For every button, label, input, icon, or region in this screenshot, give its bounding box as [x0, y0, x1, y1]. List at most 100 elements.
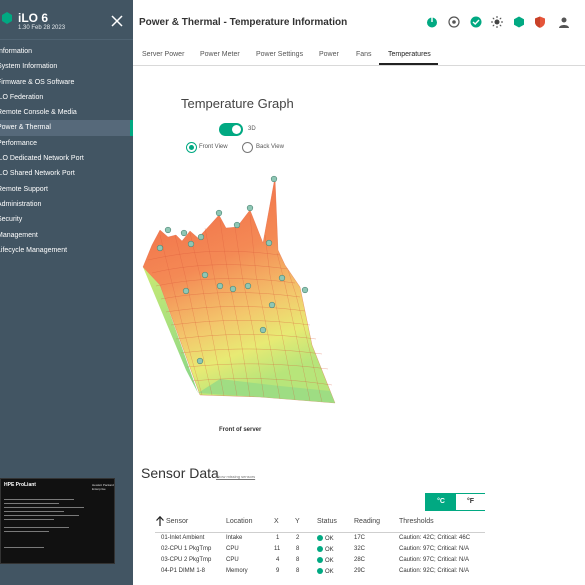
sensor-marker[interactable]: [278, 274, 286, 282]
sensor-marker[interactable]: [182, 287, 190, 295]
column-header-location[interactable]: Location: [226, 518, 253, 525]
sensor-marker[interactable]: [233, 221, 241, 229]
thumbnail-text-line: [4, 515, 79, 516]
sensor-marker[interactable]: [229, 285, 237, 293]
sensor-marker[interactable]: [201, 271, 209, 279]
sidebar-item-administration[interactable]: Administration: [0, 197, 133, 212]
sensor-marker[interactable]: [196, 357, 204, 365]
front-view-label: Front View: [199, 144, 228, 150]
sidebar-item-power-thermal[interactable]: Power & Thermal: [0, 120, 133, 136]
sidebar-item-label: Remote Console & Media: [0, 109, 77, 117]
target-icon[interactable]: [448, 16, 460, 28]
sensor-marker[interactable]: [216, 282, 224, 290]
sensor-marker[interactable]: [215, 209, 223, 217]
sensor-marker[interactable]: [156, 244, 164, 252]
surface-side-wall: [143, 267, 198, 393]
page-title: Power & Thermal - Temperature Informatio…: [139, 17, 348, 28]
status-ok-icon: [317, 535, 323, 541]
column-header-y[interactable]: Y: [295, 518, 300, 525]
cell-thresholds: Caution: 92C; Critical: N/A: [399, 568, 470, 574]
sensor-marker[interactable]: [301, 286, 309, 294]
sidebar-item-label: iLO Dedicated Network Port: [0, 155, 84, 163]
sensor-marker[interactable]: [197, 233, 205, 241]
sidebar-item-performance[interactable]: Performance: [0, 136, 133, 151]
sidebar-item-lifecycle[interactable]: Lifecycle Management: [0, 243, 133, 258]
cell-location: CPU: [226, 546, 239, 552]
sensor-marker[interactable]: [164, 226, 172, 234]
sidebar-item-firmware[interactable]: Firmware & OS Software: [0, 75, 133, 90]
sensor-marker[interactable]: [187, 240, 195, 248]
table-row[interactable]: 04-P1 DIMM 1-8 Memory 9 8 OK 29C Caution…: [155, 568, 485, 579]
sensor-markers: [156, 175, 309, 365]
remote-console-thumbnail[interactable]: HPE ProLiant Hewlett Packard Enterprise: [0, 478, 115, 564]
table-row[interactable]: 01-Inlet Ambient Intake 1 2 OK 17C Cauti…: [155, 535, 485, 546]
sidebar-item-label: System Information: [0, 63, 58, 71]
sidebar-item-federation[interactable]: iLO Federation: [0, 90, 133, 105]
status-ok-icon: [317, 557, 323, 563]
sidebar-item-information[interactable]: Information: [0, 44, 133, 59]
celsius-button[interactable]: °C: [426, 494, 456, 510]
tab-power-meter[interactable]: Power Meter: [200, 51, 240, 58]
sensor-marker[interactable]: [265, 239, 273, 247]
cell-x: 9: [276, 568, 280, 574]
sidebar-item-security[interactable]: Security: [0, 212, 133, 227]
sort-up-icon[interactable]: [155, 515, 165, 527]
cell-sensor: 04-P1 DIMM 1-8: [161, 568, 206, 574]
back-view-radio[interactable]: [242, 142, 253, 153]
thumbnail-text-line: [4, 531, 49, 532]
front-view-radio[interactable]: [186, 142, 197, 153]
top-bar: Power & Thermal - Temperature Informatio…: [133, 0, 585, 44]
column-header-x[interactable]: X: [274, 518, 279, 525]
sidebar-item-label: Power & Thermal: [0, 124, 51, 132]
table-divider: [155, 532, 485, 533]
column-header-status[interactable]: Status: [317, 518, 337, 525]
table-row[interactable]: 02-CPU 1 PkgTmp CPU 11 8 OK 32C Caution:…: [155, 546, 485, 557]
cell-status: OK: [317, 546, 334, 553]
health-check-icon[interactable]: [470, 16, 482, 28]
sensor-marker[interactable]: [268, 301, 276, 309]
temperature-3d-surface[interactable]: [140, 165, 340, 410]
sidebar-item-label: Lifecycle Management: [0, 246, 68, 254]
tab-power[interactable]: Power: [319, 51, 339, 58]
toggle-3d[interactable]: [219, 123, 243, 136]
cell-location: Memory: [226, 568, 248, 574]
shield-icon[interactable]: [534, 16, 546, 28]
column-header-reading[interactable]: Reading: [354, 518, 381, 525]
sensor-marker[interactable]: [270, 175, 278, 183]
table-row[interactable]: 03-CPU 2 PkgTmp CPU 4 8 OK 28C Caution: …: [155, 557, 485, 568]
column-header-sensor[interactable]: Sensor: [166, 518, 189, 525]
tab-server-power[interactable]: Server Power: [142, 51, 185, 58]
status-text: OK: [325, 569, 334, 575]
column-header-thresholds[interactable]: Thresholds: [399, 518, 434, 525]
sidebar-item-label: iLO Federation: [0, 93, 44, 101]
cell-sensor: 02-CPU 1 PkgTmp: [161, 546, 212, 552]
user-icon[interactable]: [558, 16, 570, 28]
brightness-icon[interactable]: [491, 16, 503, 28]
toggle-3d-label: 3D: [248, 126, 256, 132]
sensor-marker[interactable]: [246, 204, 254, 212]
tab-temperatures[interactable]: Temperatures: [388, 51, 431, 58]
sidebar-item-system-information[interactable]: System Information: [0, 59, 133, 74]
hexagon-icon[interactable]: [513, 16, 525, 28]
sidebar-item-remote-console[interactable]: Remote Console & Media: [0, 105, 133, 120]
power-icon[interactable]: [426, 16, 438, 28]
cell-status: OK: [317, 568, 334, 575]
tab-fans[interactable]: Fans: [356, 51, 372, 58]
sensor-marker[interactable]: [259, 326, 267, 334]
cell-y: 8: [296, 557, 300, 563]
close-icon[interactable]: [110, 14, 124, 28]
sensor-marker[interactable]: [244, 282, 252, 290]
sidebar-header: iLO 6 1.30 Feb 28 2023: [0, 0, 133, 40]
sensor-marker[interactable]: [180, 229, 188, 237]
sidebar-item-management[interactable]: Management: [0, 228, 133, 243]
cell-thresholds: Caution: 42C; Critical: 46C: [399, 535, 471, 541]
sidebar-item-dedicated-port[interactable]: iLO Dedicated Network Port: [0, 151, 133, 166]
sidebar: iLO 6 1.30 Feb 28 2023 Information Syste…: [0, 0, 133, 585]
cell-reading: 28C: [354, 557, 366, 563]
surface-mesh-cross: [159, 214, 323, 403]
fahrenheit-button[interactable]: °F: [456, 494, 485, 510]
tab-power-settings[interactable]: Power Settings: [256, 51, 304, 58]
sidebar-item-remote-support[interactable]: Remote Support: [0, 182, 133, 197]
show-missing-sensors-link[interactable]: show missing sensors: [216, 474, 256, 479]
sidebar-item-shared-port[interactable]: iLO Shared Network Port: [0, 166, 133, 181]
